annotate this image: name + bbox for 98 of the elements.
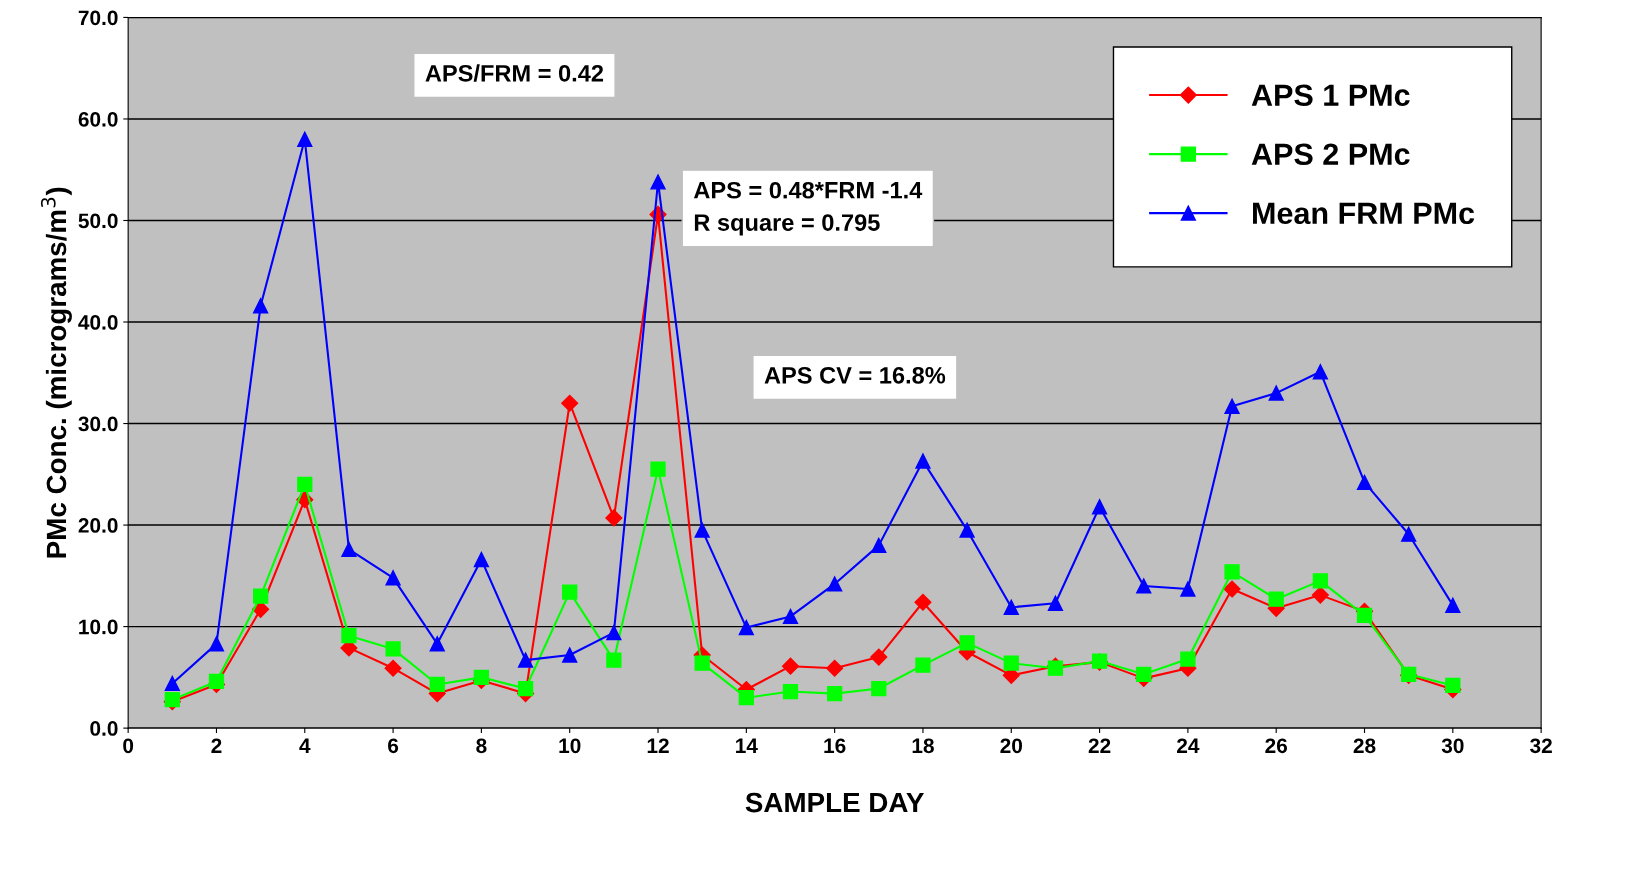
point [164, 675, 180, 692]
annotation: APS CV = 16.8% [764, 366, 946, 384]
point [297, 476, 313, 493]
x-tick-label: 8 [476, 738, 487, 754]
point [1356, 607, 1373, 624]
x-tick-label: 16 [824, 738, 846, 754]
point [1356, 474, 1373, 491]
x-axis-title: SAMPLE DAY [745, 792, 924, 813]
point [605, 509, 623, 527]
point [1003, 599, 1019, 615]
y-tick-label: 30.0 [78, 416, 118, 432]
x-tick-label: 22 [1088, 738, 1111, 753]
point [827, 685, 843, 702]
point [1445, 677, 1461, 694]
point [341, 541, 357, 558]
point [650, 461, 666, 477]
point [252, 298, 269, 314]
point [694, 522, 710, 538]
point [473, 669, 490, 685]
point [385, 570, 401, 586]
point [1312, 573, 1328, 589]
point [385, 641, 401, 657]
y-tick-label: 0.0 [90, 721, 118, 736]
point [1180, 581, 1196, 597]
x-tick-label: 10 [559, 738, 581, 754]
point [782, 683, 799, 700]
point [606, 652, 622, 668]
point [252, 588, 269, 604]
point [915, 453, 931, 469]
point [781, 657, 800, 675]
x-tick-label: 4 [299, 738, 311, 753]
point [561, 394, 579, 412]
point [1136, 666, 1152, 682]
point [1091, 499, 1108, 515]
point [870, 648, 888, 666]
x-tick-label: 18 [912, 738, 934, 754]
point [1223, 580, 1241, 598]
point [1401, 526, 1417, 542]
point [1268, 591, 1284, 607]
point [1136, 578, 1152, 594]
legend-label: APS 1 PMc [1251, 84, 1410, 107]
y-tick-label: 60.0 [78, 111, 118, 127]
point [297, 131, 313, 147]
point [827, 576, 843, 592]
point [384, 659, 402, 677]
point [694, 655, 710, 671]
point [915, 657, 931, 673]
y-axis-title: PMc Conc. (micrograms/m$^{3}$) [40, 187, 72, 558]
x-tick-label: 2 [211, 738, 222, 753]
point [650, 174, 666, 190]
point [914, 593, 932, 611]
point [1224, 398, 1240, 414]
point [1224, 564, 1240, 580]
point [1312, 364, 1328, 380]
point [517, 652, 534, 668]
y-tick-label: 50.0 [78, 213, 118, 229]
point [959, 635, 975, 651]
point [1180, 651, 1196, 667]
y-tick-label: 20.0 [78, 518, 118, 533]
point [871, 537, 887, 554]
point [606, 625, 622, 641]
annotation: APS = 0.48*FRM -1.4 R square = 0.795 [693, 181, 923, 236]
x-tick-label: 20 [1000, 738, 1022, 754]
point [1003, 655, 1019, 671]
x-tick-label: 32 [1530, 738, 1552, 754]
point [1445, 597, 1461, 613]
point [959, 522, 975, 538]
point [1311, 586, 1329, 604]
point [473, 551, 490, 568]
legend-label: Mean FRM PMc [1253, 202, 1475, 225]
y-tick-label: 10.0 [79, 619, 118, 635]
x-tick-label: 14 [736, 738, 758, 753]
x-tick-label: 26 [1265, 738, 1288, 754]
point [429, 636, 445, 652]
legend-label: APS 2 PMc [1251, 143, 1410, 166]
x-tick-label: 28 [1353, 738, 1376, 754]
point [1047, 595, 1064, 611]
point [782, 608, 799, 625]
point [517, 680, 534, 697]
point [562, 584, 578, 600]
x-tick-label: 6 [388, 738, 399, 754]
x-tick-label: 0 [123, 738, 134, 754]
x-tick-label: 12 [647, 738, 669, 753]
point [208, 673, 225, 690]
x-tick-label: 24 [1177, 738, 1200, 753]
point [826, 659, 844, 677]
point [738, 690, 754, 706]
annotation: APS/FRM = 0.42 [425, 64, 604, 82]
y-tick-label: 40.0 [78, 315, 118, 330]
point [562, 647, 578, 663]
point [1268, 385, 1284, 401]
point [429, 676, 445, 693]
point [738, 619, 754, 636]
point [208, 636, 225, 652]
point [341, 628, 357, 644]
point [871, 680, 887, 697]
y-tick-label: 70.0 [78, 10, 118, 26]
x-tick-label: 30 [1441, 738, 1464, 754]
